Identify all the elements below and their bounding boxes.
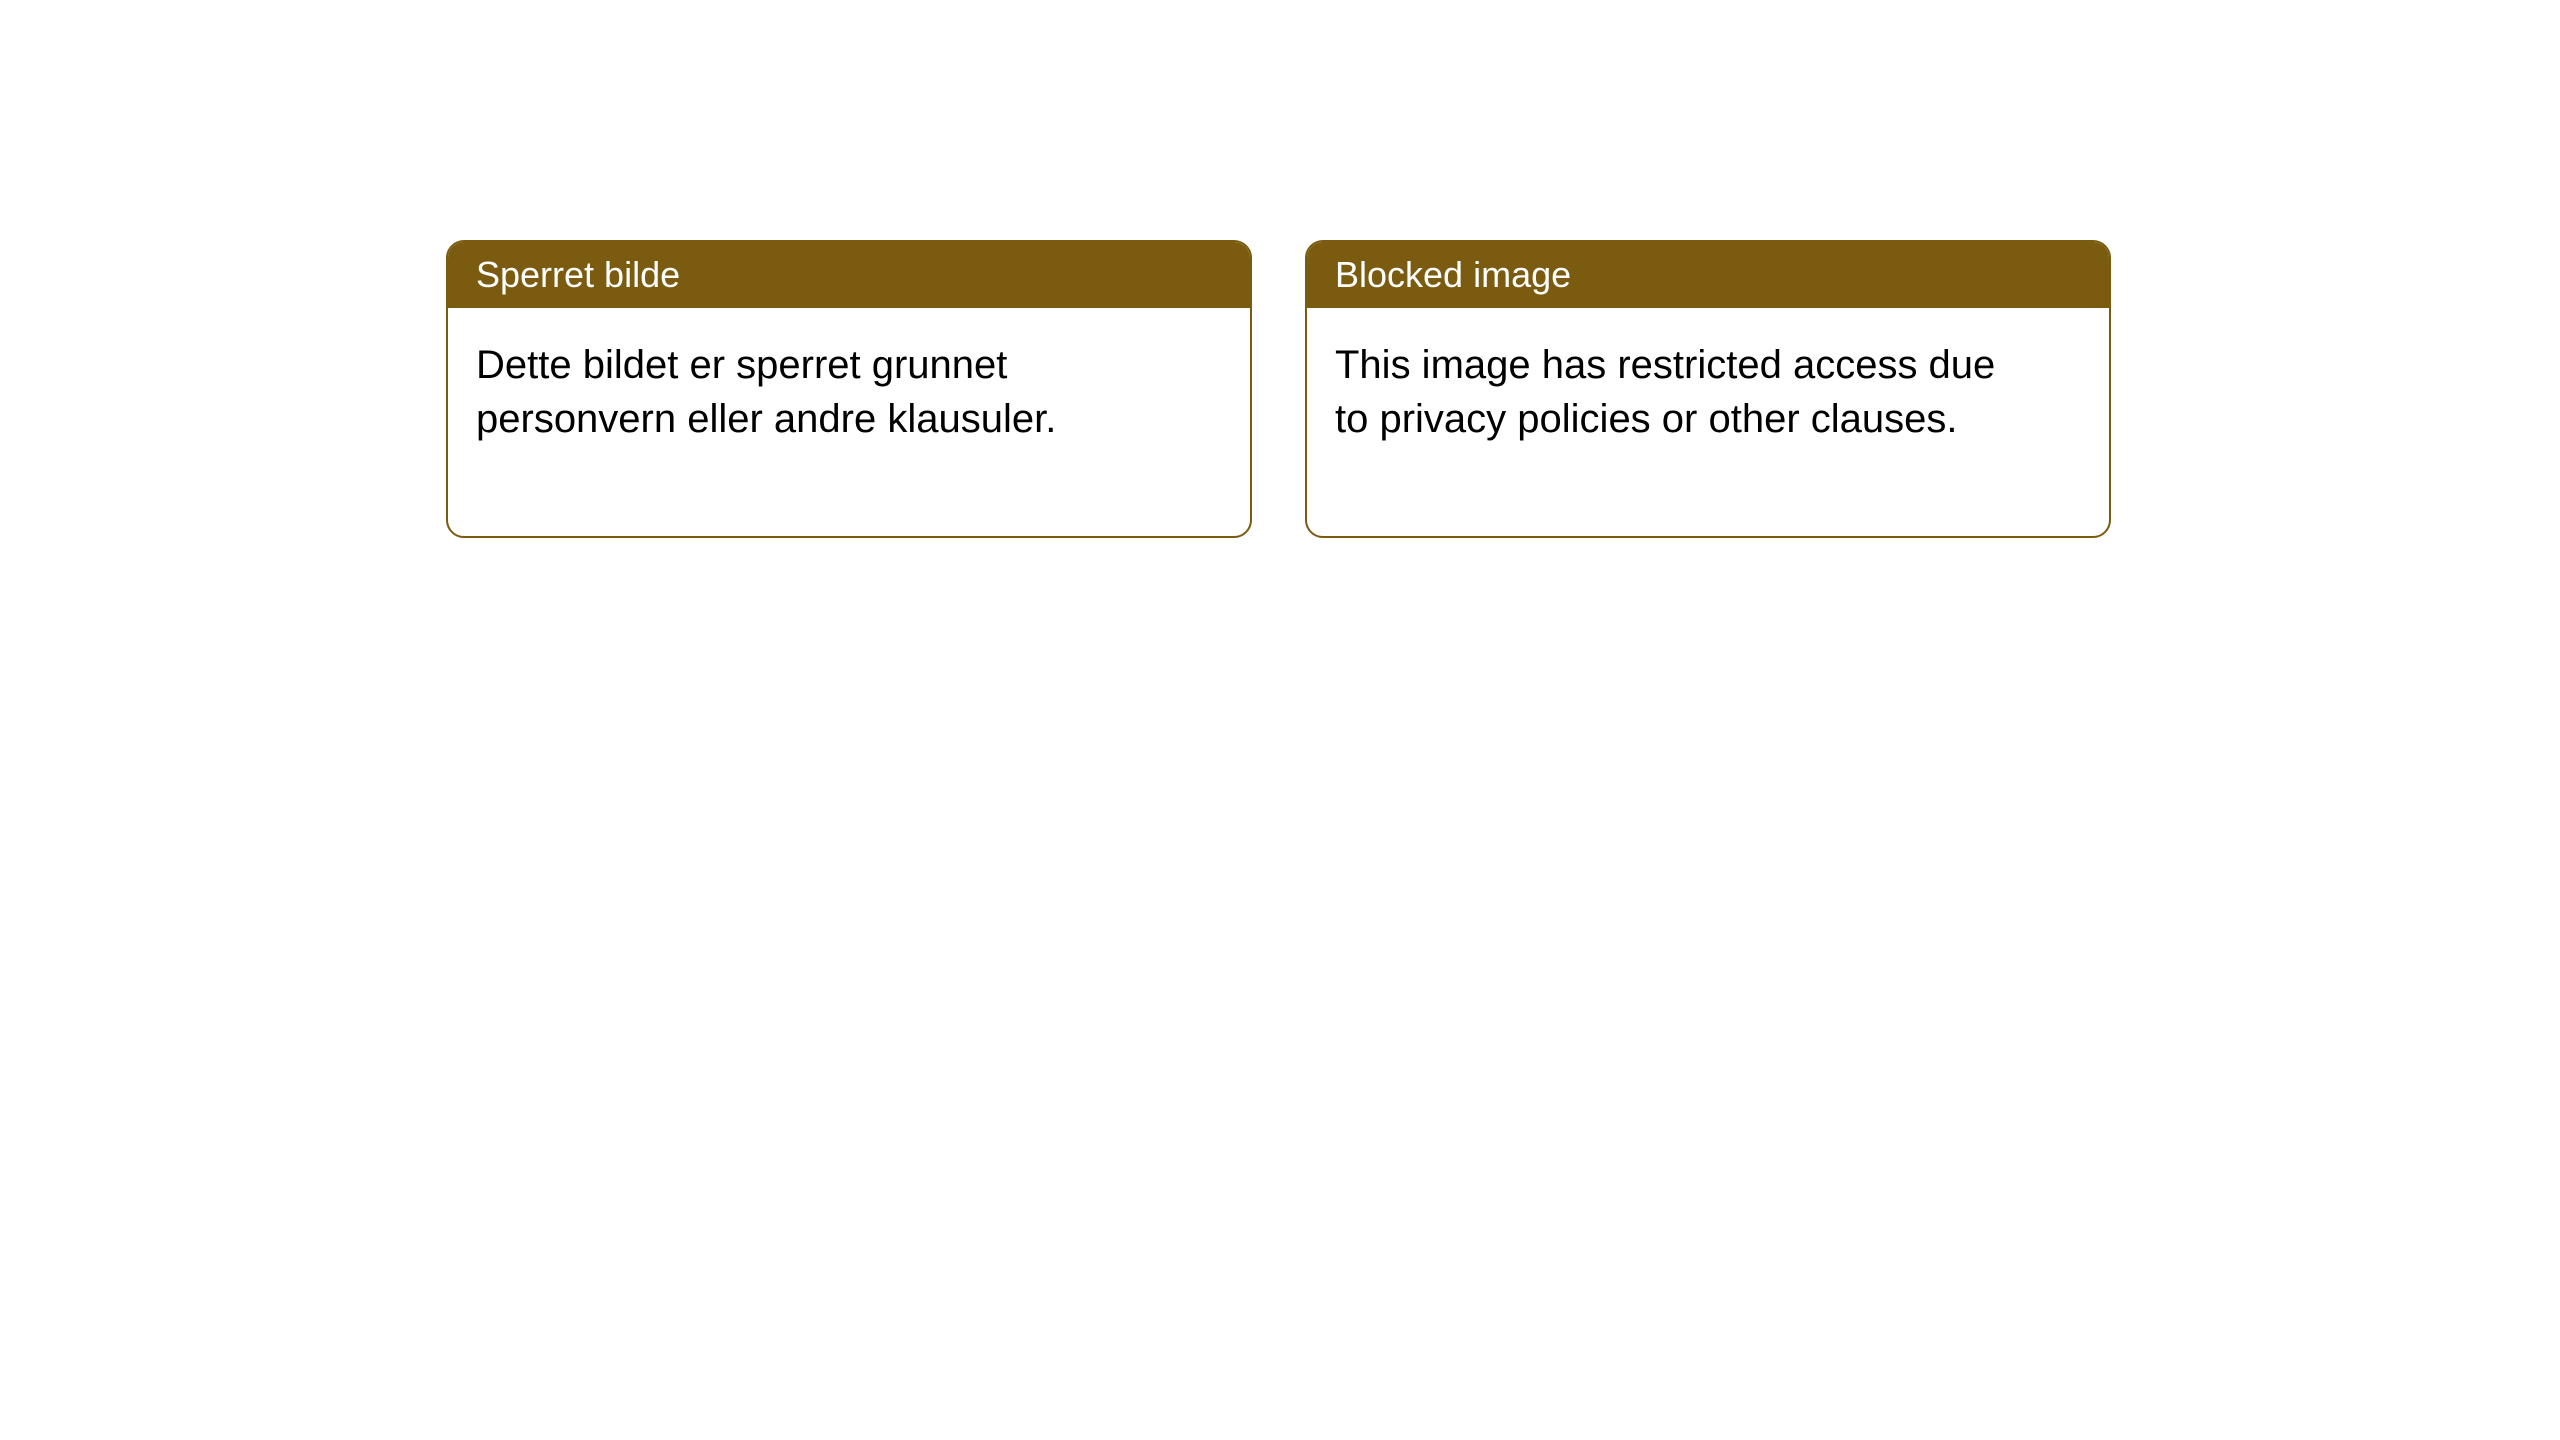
notice-card-english: Blocked image This image has restricted … bbox=[1305, 240, 2111, 538]
notice-title-norwegian: Sperret bilde bbox=[448, 242, 1250, 308]
notice-card-norwegian: Sperret bilde Dette bildet er sperret gr… bbox=[446, 240, 1252, 538]
notice-body-english: This image has restricted access due to … bbox=[1307, 308, 2027, 536]
notice-title-english: Blocked image bbox=[1307, 242, 2109, 308]
notice-cards-container: Sperret bilde Dette bildet er sperret gr… bbox=[446, 240, 2111, 538]
notice-body-norwegian: Dette bildet er sperret grunnet personve… bbox=[448, 308, 1168, 536]
